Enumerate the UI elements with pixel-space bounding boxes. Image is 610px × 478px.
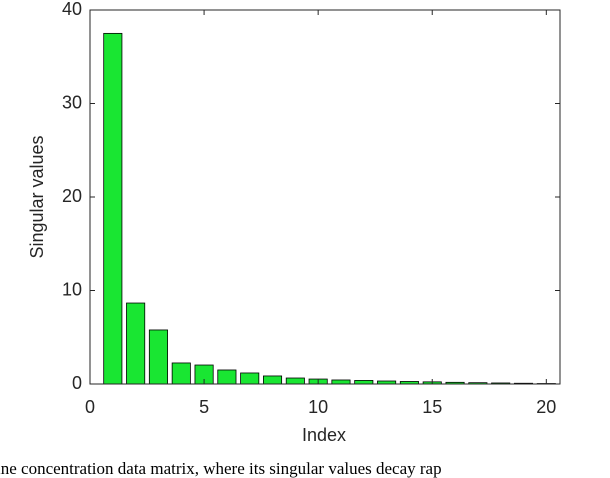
bar xyxy=(331,379,351,385)
bar xyxy=(148,329,168,385)
bar xyxy=(171,362,191,385)
plot-frame xyxy=(89,9,561,385)
x-tick-label: 15 xyxy=(422,397,442,417)
y-tick-label: 0 xyxy=(72,373,82,393)
x-tick-label: 0 xyxy=(85,397,95,417)
bar xyxy=(262,375,283,385)
y-axis-label: Singular values xyxy=(27,135,47,258)
x-axis-label: Index xyxy=(302,425,346,445)
y-tick-label: 40 xyxy=(62,0,82,19)
y-tick-label: 20 xyxy=(62,186,82,206)
caption: ine concentration data matrix, where its… xyxy=(0,459,442,478)
bar xyxy=(103,32,123,385)
x-tick-label: 5 xyxy=(199,397,209,417)
bar xyxy=(126,302,146,385)
bar xyxy=(285,377,305,385)
bar xyxy=(240,372,260,385)
bar xyxy=(354,380,374,385)
x-tick-label: 20 xyxy=(536,397,556,417)
y-tick-label: 30 xyxy=(62,92,82,112)
bar xyxy=(217,369,237,385)
y-tick-label: 10 xyxy=(62,279,82,299)
x-tick-label: 10 xyxy=(308,397,328,417)
